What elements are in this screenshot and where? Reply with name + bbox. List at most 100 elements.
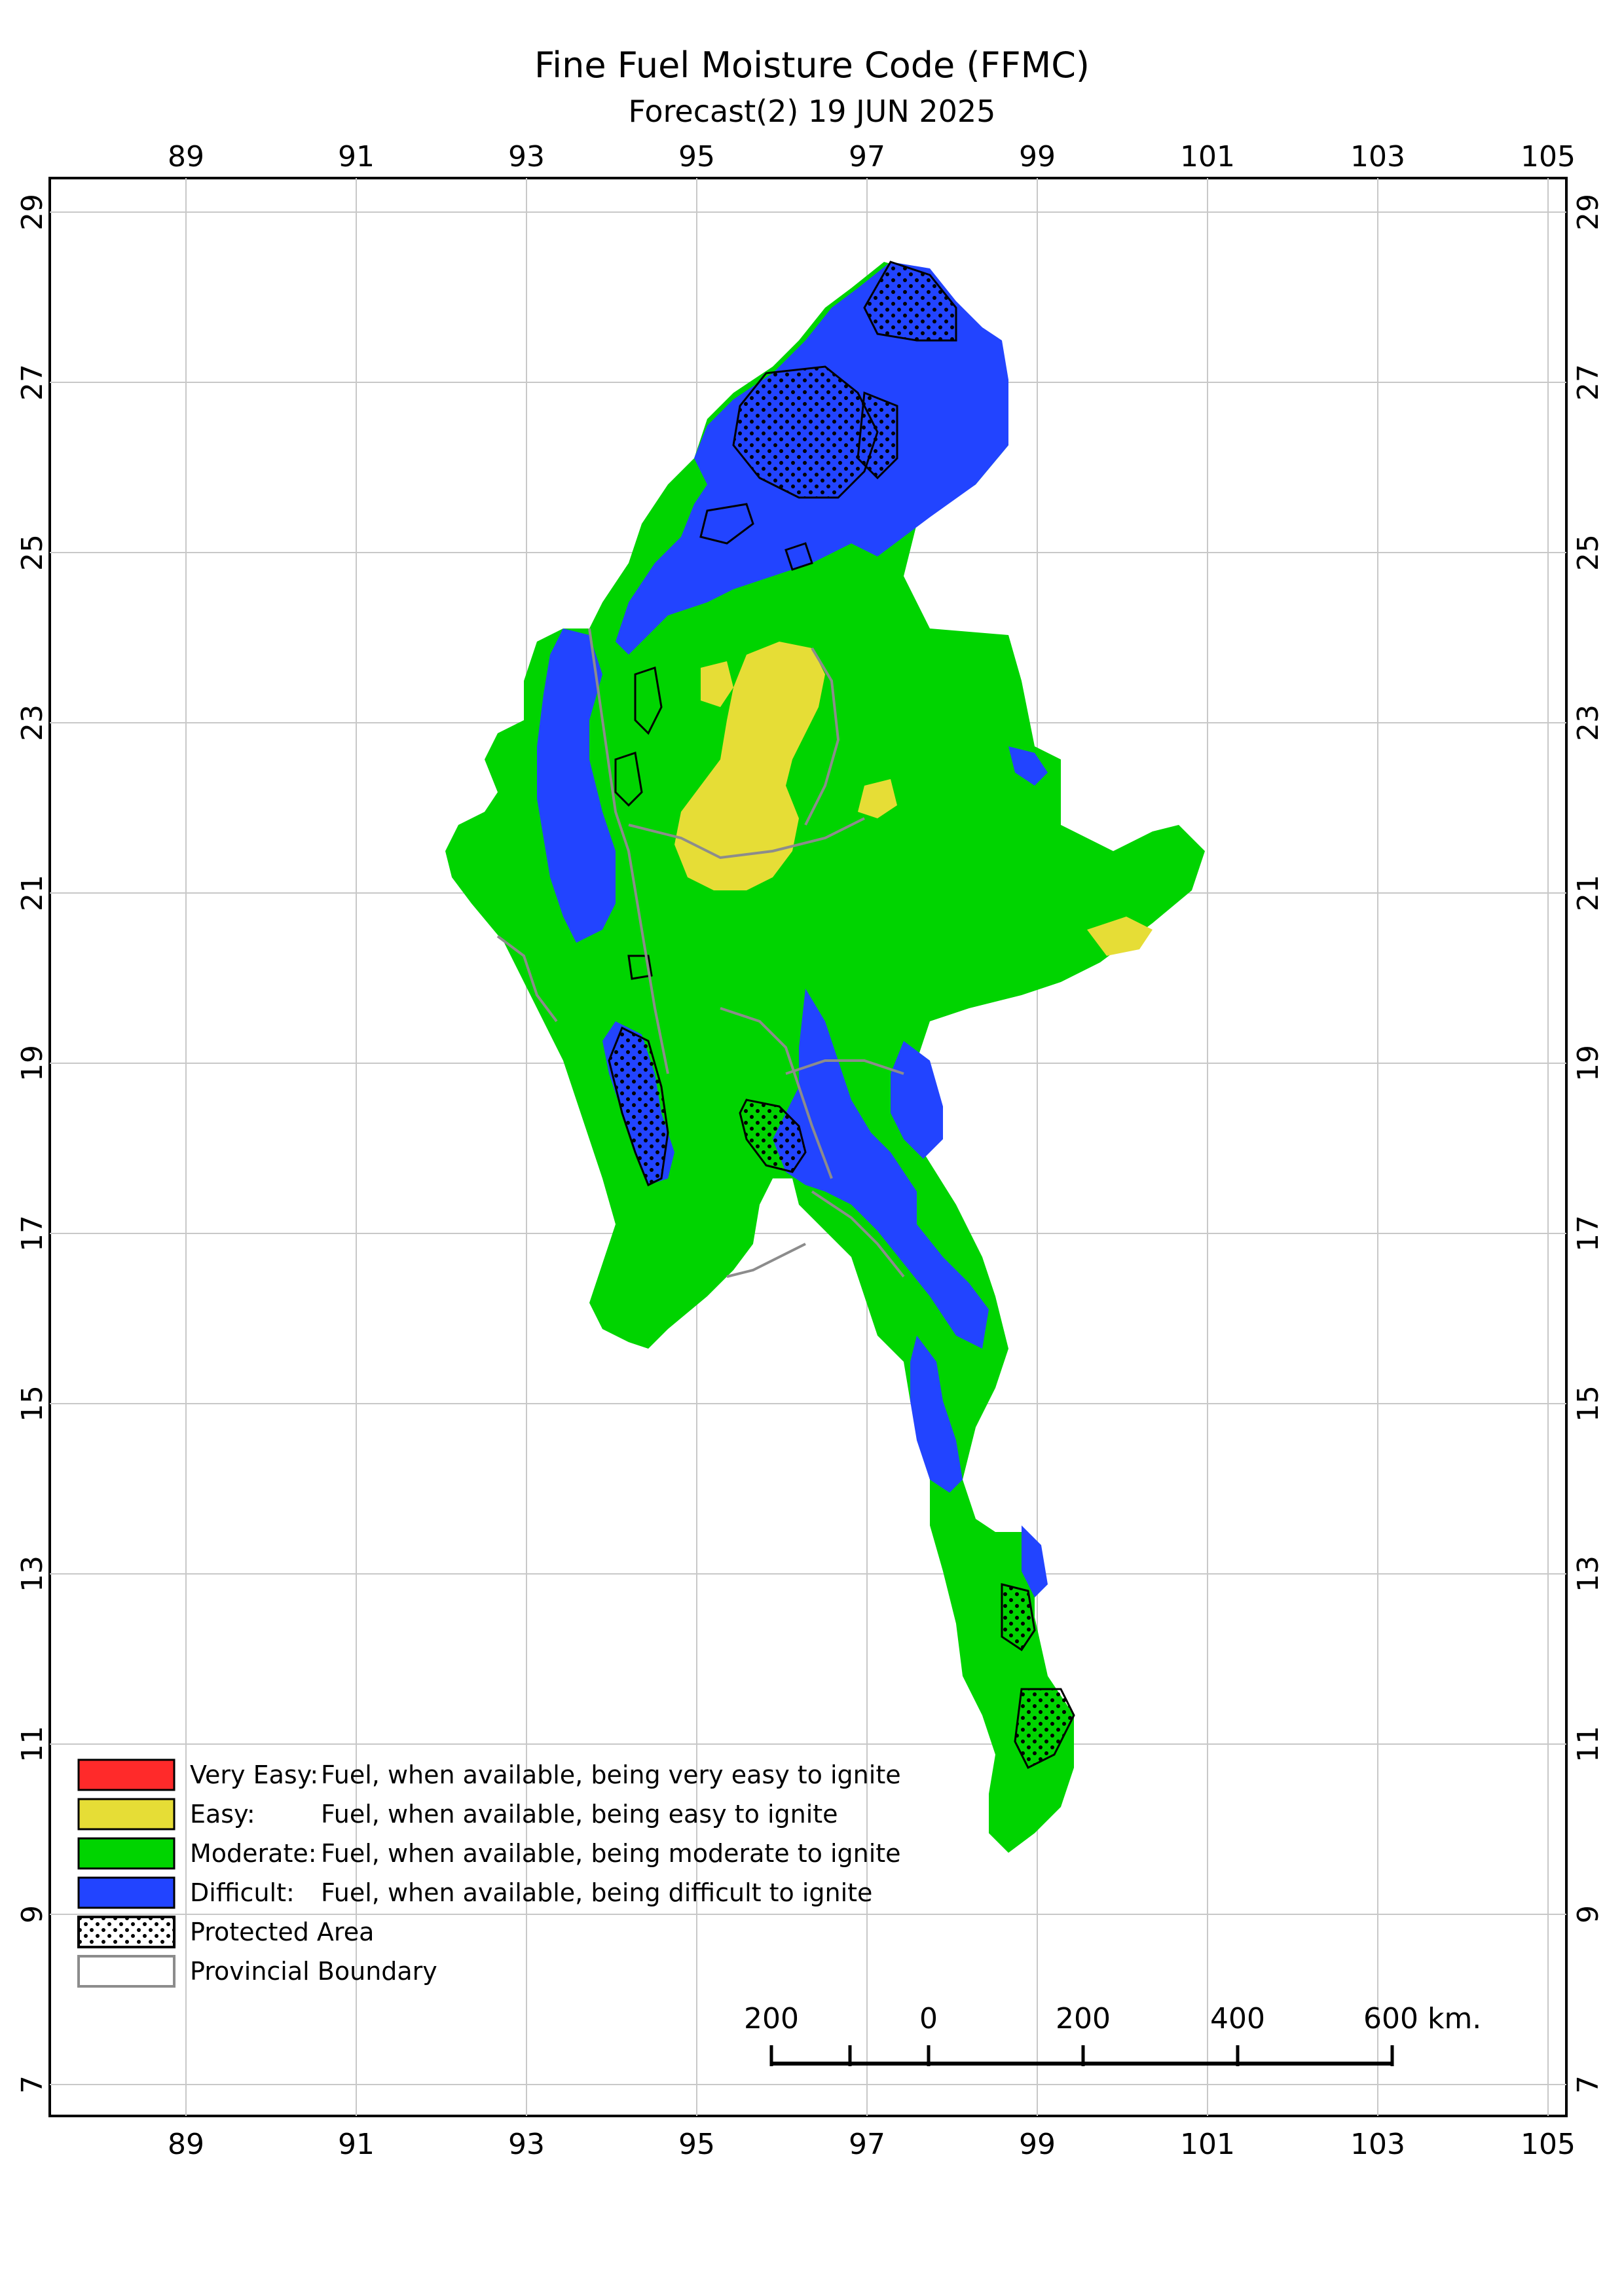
bottom-tick-label: 97 <box>849 2128 885 2161</box>
legend-name-very_easy: Very Easy: <box>190 1760 318 1789</box>
top-tick-label: 101 <box>1180 140 1235 173</box>
legend-name-difficult: Difficult: <box>190 1878 295 1907</box>
easy-zone-central <box>674 642 825 890</box>
bottom-tick-label: 105 <box>1521 2128 1576 2161</box>
right-tick-label: 7 <box>1572 2075 1605 2094</box>
top-tick-label: 89 <box>168 140 204 173</box>
right-tick-label: 17 <box>1572 1215 1605 1252</box>
protected-area-north-3 <box>857 391 898 480</box>
legend-boundary-label: Provincial Boundary <box>190 1957 437 1986</box>
boundary-coast-1 <box>496 935 558 1023</box>
boundary-coast-2 <box>726 1243 806 1278</box>
easy-zone-east-1 <box>858 779 897 818</box>
right-tick-label: 25 <box>1572 534 1605 571</box>
protected-outline-2 <box>634 666 663 735</box>
legend-desc-very_easy: Fuel, when available, being very easy to… <box>321 1760 901 1789</box>
land-layer <box>445 261 1205 1853</box>
left-tick-label: 7 <box>16 2075 49 2094</box>
left-tick-label: 17 <box>16 1215 49 1252</box>
left-tick-label: 21 <box>16 875 49 911</box>
protected-area-tanintharyi-1 <box>1001 1583 1036 1652</box>
bottom-tick-label: 103 <box>1350 2128 1405 2161</box>
legend-name-easy: Easy: <box>190 1800 255 1829</box>
right-tick-label: 11 <box>1572 1726 1605 1762</box>
difficult-zone-east <box>773 989 989 1349</box>
difficult-zone-east-2 <box>891 1041 943 1159</box>
legend-desc-easy: Fuel, when available, being easy to igni… <box>321 1800 838 1829</box>
difficult-zone-east-edge <box>1022 1525 1048 1597</box>
right-tick-label: 19 <box>1572 1045 1605 1082</box>
scale-bar-label: 200 <box>1056 2002 1111 2035</box>
top-tick-label: 97 <box>849 140 885 173</box>
legend-protected-label: Protected Area <box>190 1918 374 1946</box>
right-tick-label: 15 <box>1572 1385 1605 1422</box>
legend-swatch-easy <box>77 1798 175 1831</box>
left-tick-label: 15 <box>16 1385 49 1422</box>
left-tick-label: 13 <box>16 1556 49 1592</box>
boundary-5 <box>785 1059 904 1075</box>
top-tick-label: 95 <box>678 140 715 173</box>
map-subtitle: Forecast(2) 19 JUN 2025 <box>628 94 996 129</box>
legend-name-moderate: Moderate: <box>190 1839 317 1868</box>
top-tick-label: 93 <box>508 140 545 173</box>
legend-swatch-boundary <box>77 1955 175 1988</box>
left-tick-label: 9 <box>16 1905 49 1923</box>
protected-area-north-2 <box>732 365 879 499</box>
scale-bar-label: 200 <box>744 2002 799 2035</box>
legend-swatch-moderate <box>77 1837 175 1870</box>
protected-area-tanintharyi-2 <box>1014 1688 1075 1770</box>
bottom-tick-label: 93 <box>508 2128 545 2161</box>
scale-bar: 200 0 200 400 600 km. <box>744 2002 1481 2066</box>
top-tick-label: 91 <box>338 140 375 173</box>
boundary-6 <box>811 1190 905 1278</box>
scale-bar-label: 0 <box>919 2002 938 2035</box>
left-tick-label: 19 <box>16 1045 49 1082</box>
protected-outline-5 <box>784 542 813 571</box>
left-tick-label: 23 <box>16 704 49 741</box>
difficult-zone-northwest <box>537 629 616 943</box>
top-tick-label: 103 <box>1350 140 1405 173</box>
bottom-tick-label: 91 <box>338 2128 375 2161</box>
left-tick-label: 11 <box>16 1726 49 1762</box>
left-tick-label: 29 <box>16 194 49 230</box>
right-tick-label: 9 <box>1572 1905 1605 1923</box>
bottom-tick-label: 89 <box>168 2128 204 2161</box>
boundary-1 <box>588 628 669 1074</box>
right-tick-label: 29 <box>1572 194 1605 230</box>
right-tick-label: 23 <box>1572 704 1605 741</box>
legend-swatch-very_easy <box>77 1758 175 1791</box>
difficult-zone-shan <box>1008 746 1048 786</box>
easy-zone-east-2 <box>1087 917 1153 956</box>
legend-swatch-protected <box>77 1916 175 1948</box>
boundary-3 <box>804 647 840 826</box>
right-tick-label: 27 <box>1572 364 1605 401</box>
boundary-4 <box>720 1007 833 1179</box>
protected-outline-3 <box>614 752 643 807</box>
left-lat-ticks: 29 27 25 23 21 19 17 15 13 11 9 7 <box>16 194 49 2094</box>
easy-zone-north <box>701 661 733 707</box>
legend-swatch-difficult <box>77 1876 175 1909</box>
map-title: Fine Fuel Moisture Code (FFMC) <box>534 45 1090 86</box>
left-tick-label: 27 <box>16 364 49 401</box>
difficult-zone-south-strip <box>910 1336 963 1493</box>
bottom-lon-ticks: 89 91 93 95 97 99 101 103 105 <box>168 2128 1576 2161</box>
right-tick-label: 13 <box>1572 1556 1605 1592</box>
legend-desc-moderate: Fuel, when available, being moderate to … <box>321 1839 901 1868</box>
legend-desc-difficult: Fuel, when available, being difficult to… <box>321 1878 872 1907</box>
top-tick-label: 105 <box>1521 140 1576 173</box>
bottom-tick-label: 101 <box>1180 2128 1235 2161</box>
bottom-tick-label: 95 <box>678 2128 715 2161</box>
protected-outline-1 <box>699 503 754 545</box>
protected-area-north-1 <box>863 261 957 342</box>
protected-area-central <box>739 1099 807 1173</box>
protected-area-west-coast <box>608 1026 669 1187</box>
protected-outline-4 <box>627 955 653 980</box>
scale-bar-label: 600 km. <box>1363 2002 1481 2035</box>
right-tick-label: 21 <box>1572 875 1605 911</box>
bottom-tick-label: 99 <box>1019 2128 1056 2161</box>
right-lat-ticks: 29 27 25 23 21 19 17 15 13 11 9 7 <box>1572 194 1605 2094</box>
scale-bar-label: 400 <box>1210 2002 1265 2035</box>
top-tick-label: 99 <box>1019 140 1056 173</box>
top-lon-ticks: 89 91 93 95 97 99 101 103 105 <box>168 140 1576 173</box>
